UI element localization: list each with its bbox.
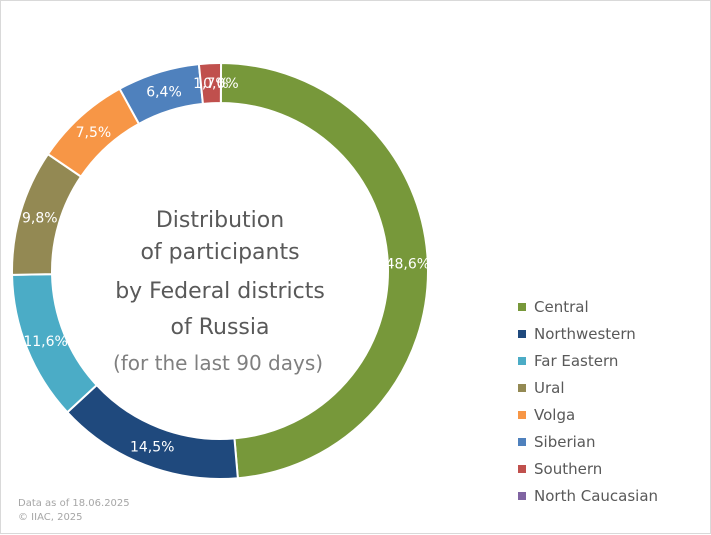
legend-swatch [518, 329, 526, 338]
data-label-ural: 9,8% [22, 210, 58, 226]
legend-item-north-caucasian: North Caucasian [518, 482, 658, 509]
data-label-siberian: 6,4% [146, 85, 182, 101]
chart-subtitle: (for the last 90 days) [113, 351, 323, 375]
data-label-volga: 7,5% [76, 125, 112, 141]
legend-label: Ural [534, 378, 565, 397]
legend-item-volga: Volga [518, 401, 658, 428]
title-line-1: Distribution [156, 208, 284, 233]
legend-label: Central [534, 297, 589, 316]
legend-label: Southern [534, 459, 603, 478]
legend-swatch [518, 383, 526, 392]
copyright: © IIAC, 2025 [18, 512, 83, 523]
title-line-4: of Russia [171, 315, 270, 340]
data-label-far-eastern: 11,6% [23, 334, 67, 350]
legend-swatch [518, 302, 526, 311]
data-label-southern: 1,7% [193, 76, 229, 92]
legend-label: Northwestern [534, 324, 636, 343]
legend-label: Far Eastern [534, 351, 619, 370]
data-date: Data as of 18.06.2025 [18, 498, 130, 509]
legend-swatch [518, 410, 526, 419]
data-label-northwestern: 14,5% [130, 439, 174, 455]
legend-item-far-eastern: Far Eastern [518, 347, 658, 374]
legend-swatch [518, 437, 526, 446]
title-line-3: by Federal districts [115, 279, 325, 304]
legend-item-siberian: Siberian [518, 428, 658, 455]
legend-item-ural: Ural [518, 374, 658, 401]
legend-item-northwestern: Northwestern [518, 320, 658, 347]
legend-swatch [518, 356, 526, 365]
data-label-north-caucasian: 0,0% [203, 76, 239, 92]
legend-label: North Caucasian [534, 486, 659, 505]
footer: Data as of 18.06.2025 © IIAC, 2025 [18, 497, 130, 525]
chart-legend: Central Northwestern Far Eastern Ural Volga S… [518, 293, 658, 509]
legend-swatch [518, 464, 526, 473]
legend-label: Volga [534, 405, 576, 424]
chart-center-title: Distribution of participants by Federal … [113, 208, 325, 375]
legend-swatch [518, 491, 526, 500]
slice-southern [197, 62, 223, 105]
legend-item-southern: Southern [518, 455, 658, 482]
title-line-2: of participants [140, 240, 299, 265]
legend-label: Siberian [534, 432, 596, 451]
slice-central [219, 61, 429, 480]
data-label-central: 48,6% [386, 256, 430, 272]
slice-northwestern [65, 383, 239, 480]
legend-item-central: Central [518, 293, 658, 320]
